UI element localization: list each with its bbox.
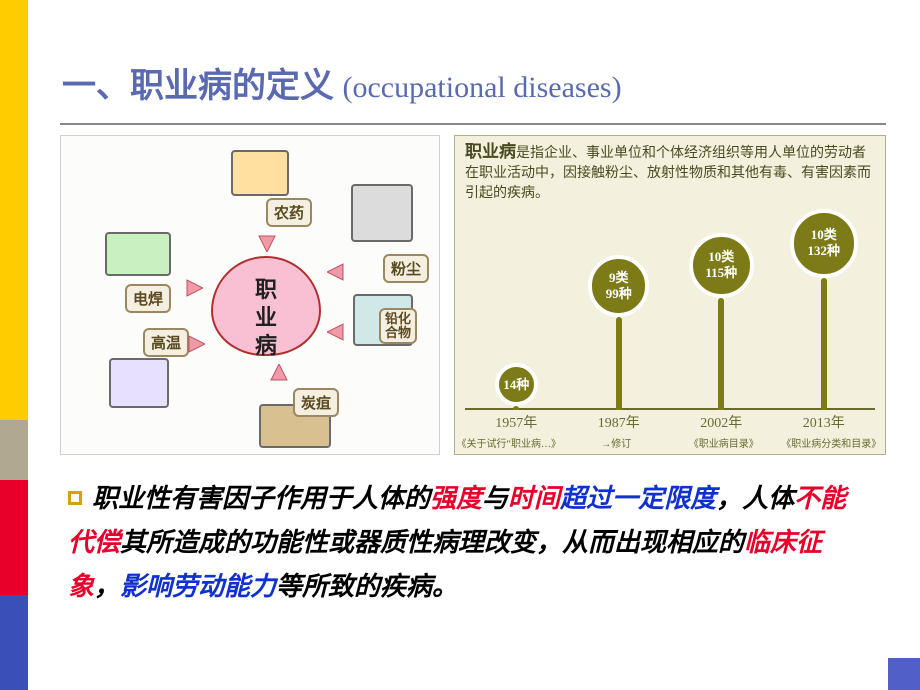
arrow-right1-icon	[327, 262, 347, 282]
lollipop-ball: 14种	[495, 363, 538, 406]
accent-sidebar	[0, 0, 28, 690]
xlabel-2002年: 2002年	[681, 412, 761, 432]
lollipop-ball: 10类115种	[689, 233, 754, 298]
xlabel-1957年: 1957年	[476, 412, 556, 432]
chart-caption-1957: 《关于试行“职业病…》	[455, 435, 563, 450]
chart-plot: 14种1957年9类99种1987年10类115种2002年10类132种201…	[465, 226, 875, 410]
chart-caption-2002: 《职业病目录》	[670, 435, 778, 450]
title-en: (occupational diseases)	[343, 71, 622, 104]
lollipop-stick	[821, 278, 827, 411]
p-seg1: 职业性有害因子作用于人体的	[92, 484, 430, 513]
node-coal-label: 炭疽	[293, 388, 339, 417]
sidebar-grey	[0, 420, 28, 480]
chart-caption-1987: →修订	[563, 435, 671, 450]
node-heat-label: 高温	[143, 328, 189, 357]
p-seg4: 其所造成的功能性或器质性病理改变，从而出现相应的	[120, 528, 744, 557]
node-pesticide-label: 农药	[266, 198, 312, 227]
chart-caption-body: 是指企业、事业单位和个体经济组织等用人单位的劳动者在职业活动中，因接触粉尘、放射…	[465, 146, 871, 201]
node-pesticide-icon	[231, 150, 289, 196]
lollipop-2013年: 10类132种	[790, 209, 858, 410]
lollipop-1987年: 9类99种	[588, 255, 649, 410]
slide-title: 一、职业病的定义 (occupational diseases)	[62, 58, 904, 107]
arrow-top-icon	[257, 232, 277, 252]
history-chart: 职业病是指企业、事业单位和个体经济组织等用人单位的劳动者在职业活动中，因接触粉尘…	[454, 135, 886, 455]
mindmap-center-label: 职业病	[216, 276, 316, 360]
p-red1: 强度	[430, 484, 482, 513]
node-heat-icon	[109, 358, 169, 408]
chart-xcaptions: 《关于试行“职业病…》 →修订 《职业病目录》 《职业病分类和目录》	[455, 435, 885, 450]
xlabel-2013年: 2013年	[784, 412, 864, 432]
lollipop-stick	[513, 406, 519, 410]
slide: 一、职业病的定义 (occupational diseases) 职业病 农药 …	[42, 0, 904, 690]
figure-row: 职业病 农药 电焊 高温 粉尘 铅化合物 炭疽 职业病是	[60, 135, 886, 455]
node-welding-label: 电焊	[125, 284, 171, 313]
p-blue2: 影响劳动能力	[120, 572, 276, 601]
p-red2: 时间	[508, 484, 560, 513]
mindmap-figure: 职业病 农药 电焊 高温 粉尘 铅化合物 炭疽	[60, 135, 440, 455]
title-rule	[60, 123, 886, 125]
lollipop-stick	[616, 317, 622, 410]
sidebar-blue	[0, 595, 28, 690]
sidebar-yellow	[0, 0, 28, 420]
node-lead-label: 铅化合物	[379, 308, 417, 344]
p-seg2: 与	[482, 484, 508, 513]
p-seg3: ，人体	[716, 484, 794, 513]
chart-caption-lead: 职业病	[465, 142, 516, 161]
lollipop-ball: 9类99种	[588, 255, 649, 316]
p-blue1: 超过一定限度	[560, 484, 716, 513]
bullet-icon	[68, 491, 82, 505]
p-seg6: 等所致的疾病。	[276, 572, 458, 601]
lollipop-2002年: 10类115种	[689, 233, 754, 410]
arrow-right2-icon	[327, 322, 347, 342]
arrow-bottom-icon	[269, 364, 289, 384]
chart-caption-2013: 《职业病分类和目录》	[778, 435, 886, 450]
chart-caption: 职业病是指企业、事业单位和个体经济组织等用人单位的劳动者在职业活动中，因接触粉尘…	[465, 142, 877, 204]
lollipop-stick	[718, 298, 724, 410]
xlabel-1987年: 1987年	[579, 412, 659, 432]
lollipop-ball: 10类132种	[790, 209, 858, 277]
node-dust-icon	[351, 184, 413, 242]
lollipop-1957年: 14种	[495, 363, 538, 410]
title-zh: 一、职业病的定义	[62, 68, 334, 105]
definition-paragraph: 职业性有害因子作用于人体的强度与时间超过一定限度，人体不能代偿其所造成的功能性或…	[68, 477, 864, 609]
arrow-left1-icon	[183, 278, 203, 298]
arrow-left2-icon	[185, 334, 205, 354]
sidebar-red	[0, 480, 28, 595]
p-seg5: ，	[94, 572, 120, 601]
node-welding-icon	[105, 232, 171, 276]
node-dust-label: 粉尘	[383, 254, 429, 283]
